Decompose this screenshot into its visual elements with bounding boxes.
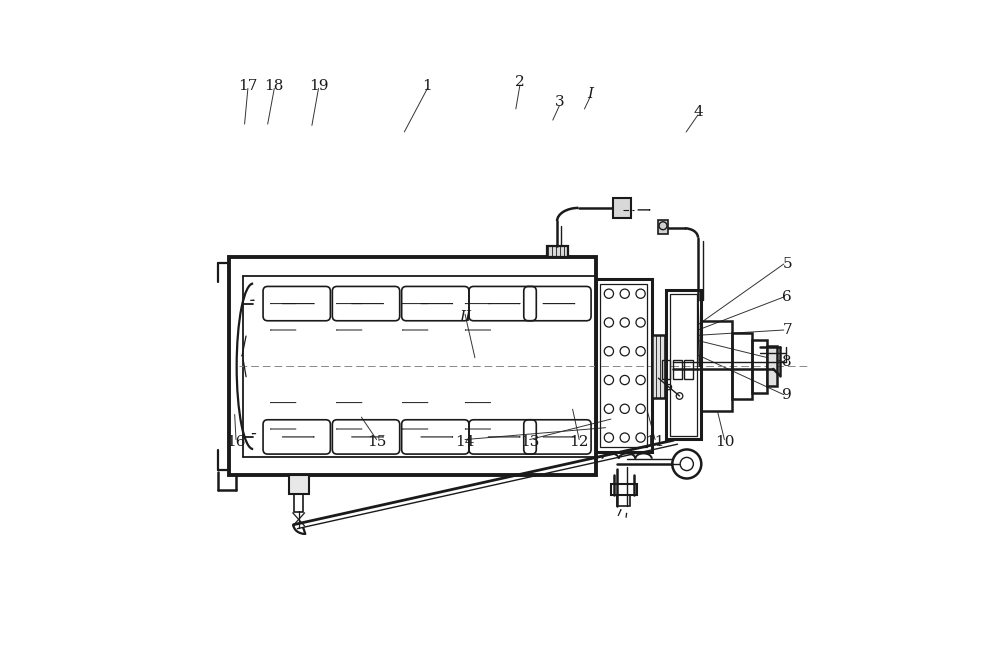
Bar [662,360,670,380]
Text: 17: 17 [238,79,258,93]
Text: 18: 18 [265,79,284,93]
Text: 1: 1 [423,79,432,93]
Bar [658,220,668,234]
Text: 10: 10 [715,435,734,449]
Text: 2: 2 [515,75,525,90]
Text: 19: 19 [309,79,328,93]
Text: 16: 16 [226,435,246,449]
Text: 6: 6 [782,290,792,304]
Bar [596,279,652,452]
Text: 12: 12 [569,435,589,449]
Bar [294,494,303,512]
Text: 9: 9 [782,387,792,402]
Bar [752,340,767,393]
Bar [732,333,752,399]
Text: 8: 8 [782,354,792,369]
Text: 15: 15 [367,435,386,449]
Bar [684,360,693,380]
Bar [652,335,666,398]
Text: I: I [587,86,593,101]
Text: 13: 13 [520,435,539,449]
Bar [613,198,631,218]
Text: 14: 14 [455,435,475,449]
Bar [767,346,777,386]
Bar [229,257,596,475]
Text: 3: 3 [555,95,564,110]
Bar [673,360,682,380]
Text: 4: 4 [693,105,703,119]
Bar [701,321,732,411]
Text: II: II [459,310,471,324]
Bar [289,475,309,494]
Bar [611,484,637,495]
Text: 5: 5 [782,257,792,271]
Text: 11: 11 [645,435,665,449]
Bar [666,290,701,439]
Text: 7: 7 [782,323,792,337]
Bar [547,246,568,257]
Bar [600,284,647,447]
Bar [617,495,630,506]
Bar [670,294,697,436]
